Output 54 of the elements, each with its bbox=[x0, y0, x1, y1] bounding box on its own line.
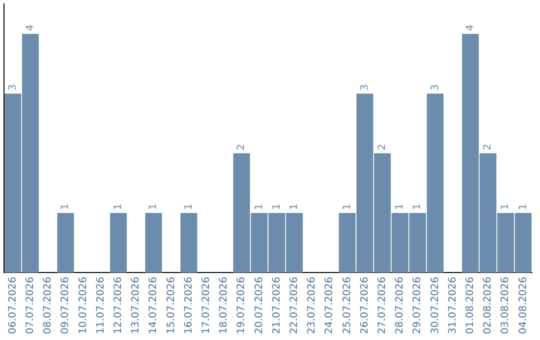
x-tick-label: 09.07.2026 bbox=[60, 276, 72, 334]
data-label: 1 bbox=[500, 204, 512, 210]
data-label: 1 bbox=[412, 204, 424, 210]
data-label: 3 bbox=[359, 84, 370, 91]
x-tick-label: 30.07.2026 bbox=[430, 276, 441, 334]
data-label: 1 bbox=[394, 204, 406, 210]
data-label: 1 bbox=[518, 204, 529, 210]
bar bbox=[110, 213, 127, 273]
x-tick-label: 25.07.2026 bbox=[342, 276, 353, 334]
x-tick-label: 02.08.2026 bbox=[482, 276, 494, 334]
x-tick-label: 31.07.2026 bbox=[447, 276, 458, 334]
data-label: 4 bbox=[464, 24, 476, 31]
x-tick-label: 06.07.2026 bbox=[7, 276, 18, 334]
x-tick-label: 16.07.2026 bbox=[183, 276, 194, 334]
data-label: 3 bbox=[7, 84, 18, 91]
x-tick-label: 15.07.2026 bbox=[166, 276, 177, 334]
x-tick-label: 12.07.2026 bbox=[112, 276, 124, 334]
x-tick-label: 19.07.2026 bbox=[236, 276, 248, 334]
x-tick-label: 24.07.2026 bbox=[324, 276, 336, 334]
data-label: 1 bbox=[148, 204, 160, 210]
data-label: 1 bbox=[288, 204, 300, 210]
x-tick-label: 23.07.2026 bbox=[306, 276, 318, 334]
bar bbox=[57, 213, 74, 273]
x-tick-label: 11.07.2026 bbox=[95, 276, 106, 334]
x-tick-label: 17.07.2026 bbox=[200, 276, 212, 334]
x-tick-label: 01.08.2026 bbox=[464, 276, 476, 334]
data-label: 2 bbox=[236, 144, 248, 150]
x-tick-label: 28.07.2026 bbox=[394, 276, 406, 334]
x-tick-label: 03.08.2026 bbox=[500, 276, 512, 334]
x-tick-label: 13.07.2026 bbox=[130, 276, 142, 334]
data-label: 1 bbox=[60, 204, 72, 210]
x-tick-label: 26.07.2026 bbox=[359, 276, 370, 334]
data-label: 3 bbox=[430, 84, 441, 91]
x-tick-label: 04.08.2026 bbox=[518, 276, 529, 334]
data-label: 2 bbox=[482, 144, 494, 150]
x-tick-label: 08.07.2026 bbox=[42, 276, 54, 334]
data-label: 1 bbox=[183, 204, 194, 210]
data-label: 4 bbox=[24, 24, 36, 31]
data-label: 1 bbox=[342, 204, 353, 210]
x-tick-label: 27.07.2026 bbox=[376, 276, 388, 334]
x-tick-label: 20.07.2026 bbox=[254, 276, 265, 334]
data-label: 1 bbox=[112, 204, 124, 210]
x-tick-label: 22.07.2026 bbox=[288, 276, 300, 334]
x-tick-label: 18.07.2026 bbox=[218, 276, 230, 334]
data-label: 2 bbox=[376, 144, 388, 150]
x-tick-label: 07.07.2026 bbox=[24, 276, 36, 334]
x-tick-label: 21.07.2026 bbox=[271, 276, 282, 334]
x-tick-label: 29.07.2026 bbox=[412, 276, 424, 334]
data-label: 1 bbox=[254, 204, 265, 210]
bar bbox=[145, 213, 162, 273]
data-label: 1 bbox=[271, 204, 282, 210]
x-tick-label: 14.07.2026 bbox=[148, 276, 160, 334]
bar bbox=[180, 213, 198, 273]
x-tick-label: 10.07.2026 bbox=[78, 276, 89, 334]
